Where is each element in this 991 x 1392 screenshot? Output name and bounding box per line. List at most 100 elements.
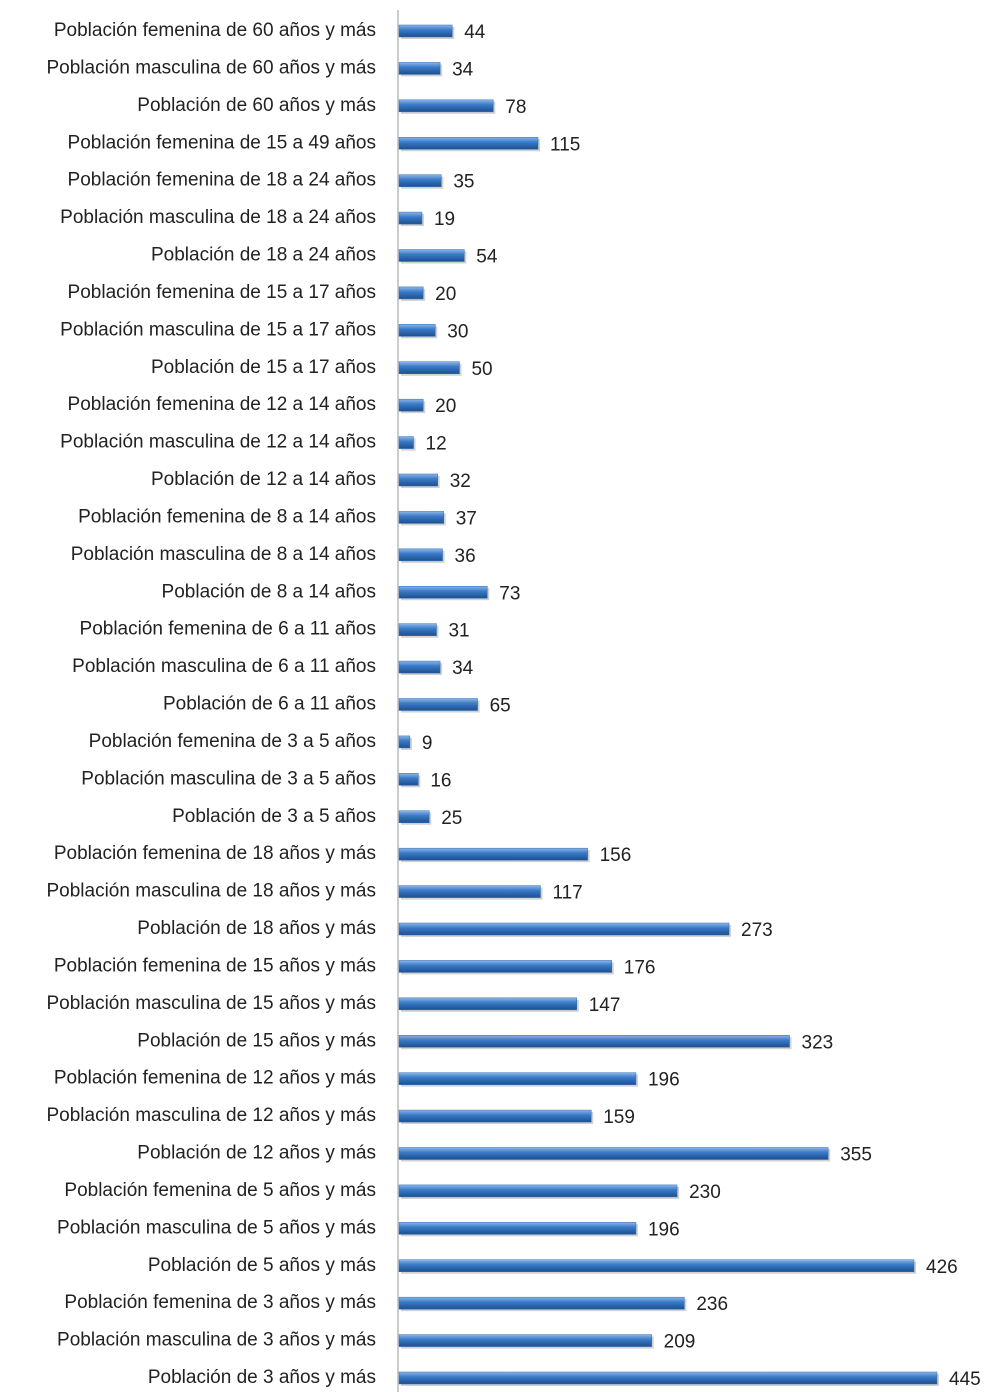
bar — [398, 1147, 829, 1160]
category-label: Población masculina de 6 a 11 años — [72, 656, 376, 677]
bar — [398, 660, 441, 674]
category-label: Población masculina de 3 años y más — [57, 1330, 376, 1351]
value-label: 236 — [696, 1294, 728, 1315]
category-label: Población masculina de 3 a 5 años — [81, 768, 376, 789]
value-label: 355 — [840, 1145, 872, 1166]
value-label: 16 — [430, 770, 451, 791]
value-label: 20 — [435, 284, 456, 305]
category-label: Población de 18 a 24 años — [151, 245, 376, 266]
value-label: 323 — [802, 1032, 834, 1053]
bar — [398, 1072, 637, 1085]
category-label: Población de 18 años y más — [137, 918, 376, 939]
value-label: 196 — [648, 1219, 680, 1240]
category-label: Población femenina de 18 a 24 años — [68, 170, 376, 191]
bar — [398, 773, 419, 786]
category-label: Población masculina de 60 años y más — [46, 57, 376, 78]
category-label: Población de 3 años y más — [148, 1367, 376, 1388]
value-label: 230 — [689, 1182, 721, 1203]
bar — [398, 997, 577, 1011]
value-label: 9 — [422, 733, 433, 754]
bar — [398, 548, 443, 562]
bar — [398, 586, 488, 599]
bar — [398, 1334, 652, 1347]
bar — [398, 473, 438, 487]
bar — [398, 174, 442, 187]
value-label: 25 — [441, 808, 462, 829]
value-label: 50 — [471, 359, 492, 380]
bar — [398, 361, 460, 374]
bar — [398, 885, 541, 898]
value-label: 117 — [552, 883, 582, 904]
value-label: 32 — [450, 471, 471, 492]
category-label: Población masculina de 18 años y más — [46, 881, 376, 902]
value-label: 54 — [476, 247, 498, 268]
value-label: 159 — [603, 1107, 635, 1128]
value-label: 426 — [926, 1257, 958, 1278]
bar — [398, 810, 430, 823]
category-label: Población femenina de 60 años y más — [54, 20, 376, 41]
value-label: 19 — [434, 209, 455, 230]
bar — [398, 137, 539, 150]
value-label: 209 — [664, 1332, 696, 1353]
category-label: Población femenina de 3 años y más — [64, 1292, 376, 1313]
value-label: 20 — [435, 396, 456, 417]
category-label: Población masculina de 15 años y más — [46, 993, 376, 1014]
category-label: Población femenina de 18 años y más — [54, 843, 376, 864]
value-label: 445 — [949, 1369, 981, 1390]
category-label: Población de 5 años y más — [148, 1255, 376, 1276]
category-label: Población de 3 a 5 años — [172, 806, 376, 827]
bar — [398, 324, 436, 337]
category-label: Población de 15 años y más — [137, 1030, 376, 1051]
value-label: 73 — [499, 583, 520, 604]
category-label: Población de 12 a 14 años — [151, 469, 376, 490]
value-label: 34 — [452, 658, 474, 679]
category-label: Población femenina de 15 a 17 años — [68, 282, 376, 303]
bar — [398, 286, 424, 300]
bar — [398, 1035, 790, 1048]
bar — [398, 1109, 592, 1123]
value-label: 78 — [505, 97, 526, 118]
category-label: Población masculina de 12 años y más — [46, 1105, 376, 1126]
category-label: Población masculina de 15 a 17 años — [60, 319, 376, 340]
value-label: 34 — [452, 59, 474, 80]
bar — [398, 698, 478, 711]
value-label: 147 — [589, 995, 621, 1016]
category-label: Población de 12 años y más — [137, 1143, 376, 1164]
bar — [398, 847, 588, 861]
value-label: 44 — [464, 22, 486, 43]
value-label: 30 — [447, 321, 468, 342]
category-label: Población masculina de 5 años y más — [57, 1217, 376, 1238]
bar — [398, 211, 423, 225]
bar — [398, 1222, 637, 1235]
category-label: Población femenina de 5 años y más — [64, 1180, 376, 1201]
category-label: Población femenina de 15 a 49 años — [68, 132, 376, 153]
category-label: Población femenina de 12 años y más — [54, 1068, 376, 1089]
category-label: Población masculina de 8 a 14 años — [71, 544, 376, 565]
category-label: Población femenina de 3 a 5 años — [89, 731, 376, 752]
value-label: 115 — [550, 134, 580, 155]
value-label: 35 — [453, 172, 474, 193]
value-label: 273 — [741, 920, 773, 941]
category-label: Población masculina de 18 a 24 años — [60, 207, 376, 228]
bar — [398, 1296, 685, 1310]
bar — [398, 623, 437, 636]
bar — [398, 24, 453, 38]
value-label: 65 — [490, 696, 511, 717]
value-label: 176 — [624, 957, 656, 978]
bar — [398, 922, 730, 936]
bar — [398, 398, 424, 412]
category-label: Población de 60 años y más — [137, 95, 376, 116]
bar — [398, 62, 441, 75]
value-label: 37 — [456, 508, 477, 529]
category-label: Población femenina de 8 a 14 años — [78, 506, 376, 527]
value-label: 12 — [426, 434, 447, 455]
category-label: Población femenina de 12 a 14 años — [68, 394, 376, 415]
value-label: 196 — [648, 1070, 680, 1091]
bar — [398, 249, 465, 262]
bar — [398, 511, 444, 524]
bar — [398, 1259, 915, 1272]
category-label: Población de 8 a 14 años — [162, 581, 376, 602]
value-label: 31 — [448, 621, 469, 642]
value-label: 156 — [600, 845, 632, 866]
